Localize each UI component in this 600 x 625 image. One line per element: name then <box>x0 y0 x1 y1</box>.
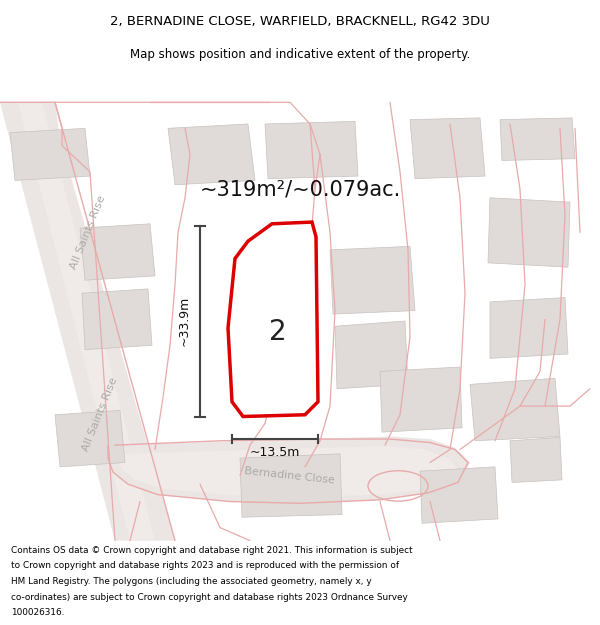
Text: to Crown copyright and database rights 2023 and is reproduced with the permissio: to Crown copyright and database rights 2… <box>11 561 399 570</box>
Text: HM Land Registry. The polygons (including the associated geometry, namely x, y: HM Land Registry. The polygons (includin… <box>11 577 371 586</box>
Text: Map shows position and indicative extent of the property.: Map shows position and indicative extent… <box>130 48 470 61</box>
Polygon shape <box>265 121 358 179</box>
Polygon shape <box>228 222 318 416</box>
Text: co-ordinates) are subject to Crown copyright and database rights 2023 Ordnance S: co-ordinates) are subject to Crown copyr… <box>11 592 407 601</box>
Polygon shape <box>0 102 175 541</box>
Polygon shape <box>500 118 575 161</box>
Text: Contains OS data © Crown copyright and database right 2021. This information is : Contains OS data © Crown copyright and d… <box>11 546 412 555</box>
Polygon shape <box>10 128 90 181</box>
Polygon shape <box>488 198 570 268</box>
Polygon shape <box>380 367 462 432</box>
Polygon shape <box>108 436 470 503</box>
Polygon shape <box>80 224 155 280</box>
Polygon shape <box>410 118 485 179</box>
Polygon shape <box>335 321 408 389</box>
Text: 2, BERNADINE CLOSE, WARFIELD, BRACKNELL, RG42 3DU: 2, BERNADINE CLOSE, WARFIELD, BRACKNELL,… <box>110 15 490 28</box>
Polygon shape <box>82 289 152 349</box>
Text: 100026316.: 100026316. <box>11 608 64 617</box>
Polygon shape <box>118 446 460 498</box>
Text: All Saints Rise: All Saints Rise <box>68 194 107 271</box>
Polygon shape <box>470 378 560 441</box>
Polygon shape <box>18 102 155 541</box>
Polygon shape <box>510 438 562 483</box>
Text: Bernadine Close: Bernadine Close <box>244 466 336 485</box>
Polygon shape <box>168 124 255 185</box>
Polygon shape <box>420 467 498 523</box>
Polygon shape <box>240 454 342 518</box>
Text: ~13.5m: ~13.5m <box>250 446 300 459</box>
Polygon shape <box>490 298 568 358</box>
Polygon shape <box>330 246 415 314</box>
Text: ~319m²/~0.079ac.: ~319m²/~0.079ac. <box>199 179 401 199</box>
Polygon shape <box>55 411 125 467</box>
Text: 2: 2 <box>269 318 287 346</box>
Text: ~33.9m: ~33.9m <box>178 296 191 346</box>
Text: All Saints Rise: All Saints Rise <box>80 376 119 453</box>
